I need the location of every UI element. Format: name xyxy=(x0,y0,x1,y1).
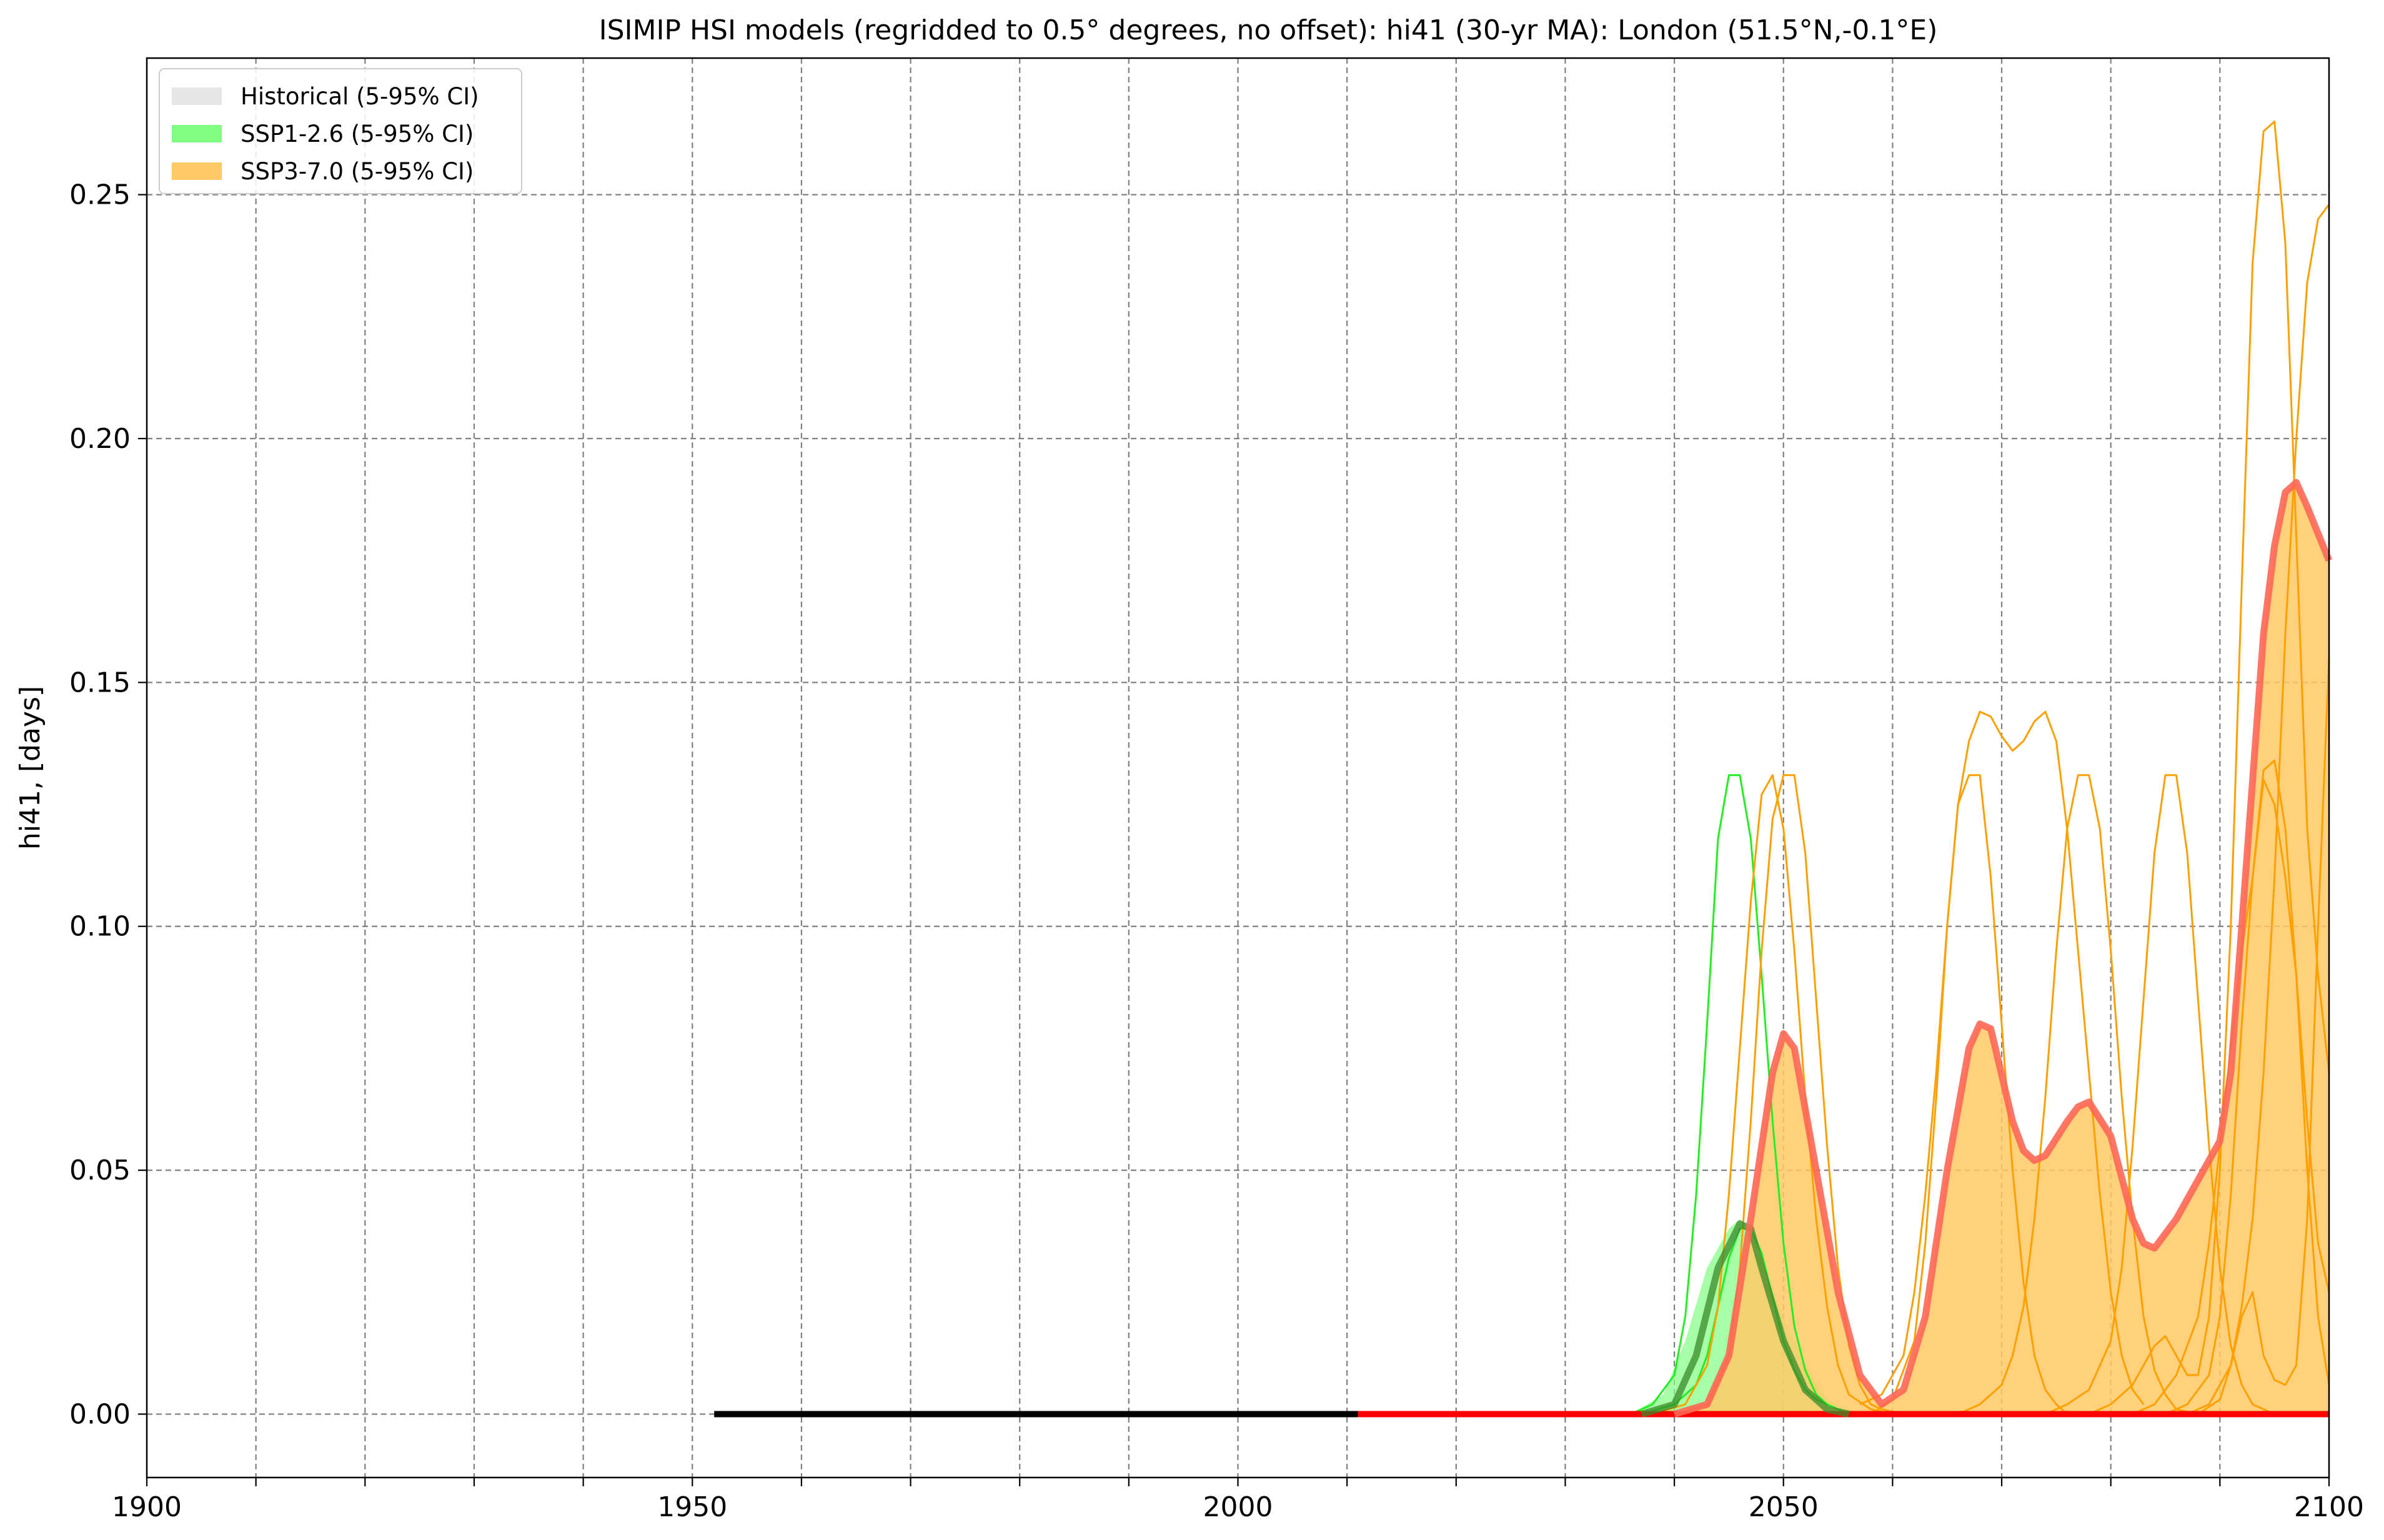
y-tick-label: 0.05 xyxy=(69,1155,131,1186)
plot-area xyxy=(147,58,2333,1478)
ssp370-model-line xyxy=(2187,658,2330,1415)
y-tick-label: 0.00 xyxy=(69,1399,131,1431)
ssp370-model-line xyxy=(2197,204,2330,1415)
legend-label: Historical (5-95% CI) xyxy=(241,83,479,110)
y-tick-label: 0.15 xyxy=(69,667,131,698)
ssp370-model-line xyxy=(2088,121,2330,1415)
ssp370-model-line xyxy=(1859,710,2145,1406)
y-tick-label: 0.20 xyxy=(69,423,131,455)
ssp126-model-line xyxy=(1630,774,1871,1415)
model-lines xyxy=(1630,121,2330,1415)
x-tick-label: 2000 xyxy=(1203,1491,1273,1523)
ssp370-median xyxy=(1673,479,2333,1418)
legend-label: SSP3-7.0 (5-95% CI) xyxy=(241,158,474,185)
legend-swatch xyxy=(172,125,222,142)
legend-swatch xyxy=(172,87,222,105)
grid-layer xyxy=(147,58,2329,1478)
ssp370-model-line xyxy=(1652,774,1893,1415)
ssp370-model-line xyxy=(2045,774,2297,1415)
x-tick-label: 2050 xyxy=(1749,1491,1819,1523)
legend: Historical (5-95% CI) SSP1-2.6 (5-95% CI)… xyxy=(159,68,522,194)
legend-label: SSP1-2.6 (5-95% CI) xyxy=(241,121,474,147)
ssp370-model-line xyxy=(1870,774,2068,1415)
median-lines xyxy=(714,479,2333,1418)
x-tick-label: 1950 xyxy=(657,1491,727,1523)
ssp370-model-line xyxy=(2132,759,2330,1415)
x-tick-label: 1900 xyxy=(112,1491,182,1523)
ssp370-model-line xyxy=(1957,774,2198,1415)
y-axis-label: hi41, [days] xyxy=(14,686,46,850)
x-tick-label: 2100 xyxy=(2294,1491,2364,1523)
y-tick-label: 0.10 xyxy=(69,911,131,943)
legend-box xyxy=(159,68,522,194)
legend-swatch xyxy=(172,162,222,180)
ssp370-model-line xyxy=(2165,779,2330,1415)
chart-title: ISIMIP HSI models (regridded to 0.5° deg… xyxy=(599,14,1938,46)
ssp370-band xyxy=(1674,482,2329,1414)
axis-ticks: 1900 1950 2000 2050 2100 0.00 0.05 0.10 0.15 0.20… xyxy=(69,179,2364,1523)
y-tick-label: 0.25 xyxy=(69,179,131,211)
